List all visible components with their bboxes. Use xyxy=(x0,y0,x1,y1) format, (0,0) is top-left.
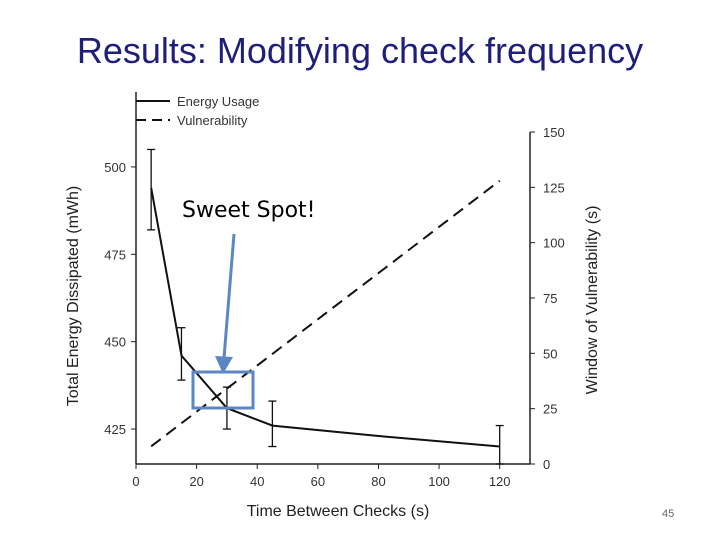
sweet-spot-box xyxy=(191,370,255,410)
slide-title: Results: Modifying check frequency xyxy=(76,30,644,71)
legend-label: Energy Usage xyxy=(177,94,259,109)
y-right-tick-label: 125 xyxy=(543,180,565,195)
sweet-spot-arrow-head xyxy=(215,356,233,374)
x-tick-label: 40 xyxy=(250,474,264,489)
x-tick-label: 20 xyxy=(189,474,203,489)
x-tick-label: 120 xyxy=(489,474,511,489)
x-tick-label: 100 xyxy=(428,474,450,489)
x-tick-label: 80 xyxy=(371,474,385,489)
x-tick-label: 60 xyxy=(311,474,325,489)
y-right-tick-label: 150 xyxy=(543,125,565,140)
y-right-tick-label: 25 xyxy=(543,402,557,417)
y-right-tick-label: 0 xyxy=(543,457,550,472)
sweet-spot-arrow-shaft xyxy=(222,233,236,359)
page-number: 45 xyxy=(662,508,675,520)
sweet-spot-label: Sweet Spot! xyxy=(182,198,316,223)
y-axis-left-label: Total Energy Dissipated (mWh) xyxy=(65,186,82,407)
y-axis-right-label: Window of Vulnerability (s) xyxy=(584,206,601,395)
series-line-energy-usage xyxy=(150,187,500,448)
x-tick-label: 0 xyxy=(132,474,139,489)
sweet-spot-annotation xyxy=(191,233,255,410)
y-right-tick-label: 75 xyxy=(543,291,557,306)
y-right-tick-label: 100 xyxy=(543,236,565,251)
chart-axes: 0 20 40 60 80 100 120 425 450 475 500 0 25 50 75 100 125… xyxy=(65,92,601,520)
y-left-tick-label: 450 xyxy=(104,335,126,350)
series-line-vulnerability xyxy=(150,179,501,448)
y-right-tick-label: 50 xyxy=(543,346,557,361)
chart-series xyxy=(147,148,504,465)
y-left-tick-label: 425 xyxy=(104,422,126,437)
y-left-tick-label: 500 xyxy=(104,160,126,175)
x-axis-label: Time Between Checks (s) xyxy=(247,503,430,520)
legend-label: Vulnerability xyxy=(177,113,248,128)
y-left-tick-label: 475 xyxy=(104,247,126,262)
chart-legend: Energy Usage Vulnerability xyxy=(136,94,259,128)
